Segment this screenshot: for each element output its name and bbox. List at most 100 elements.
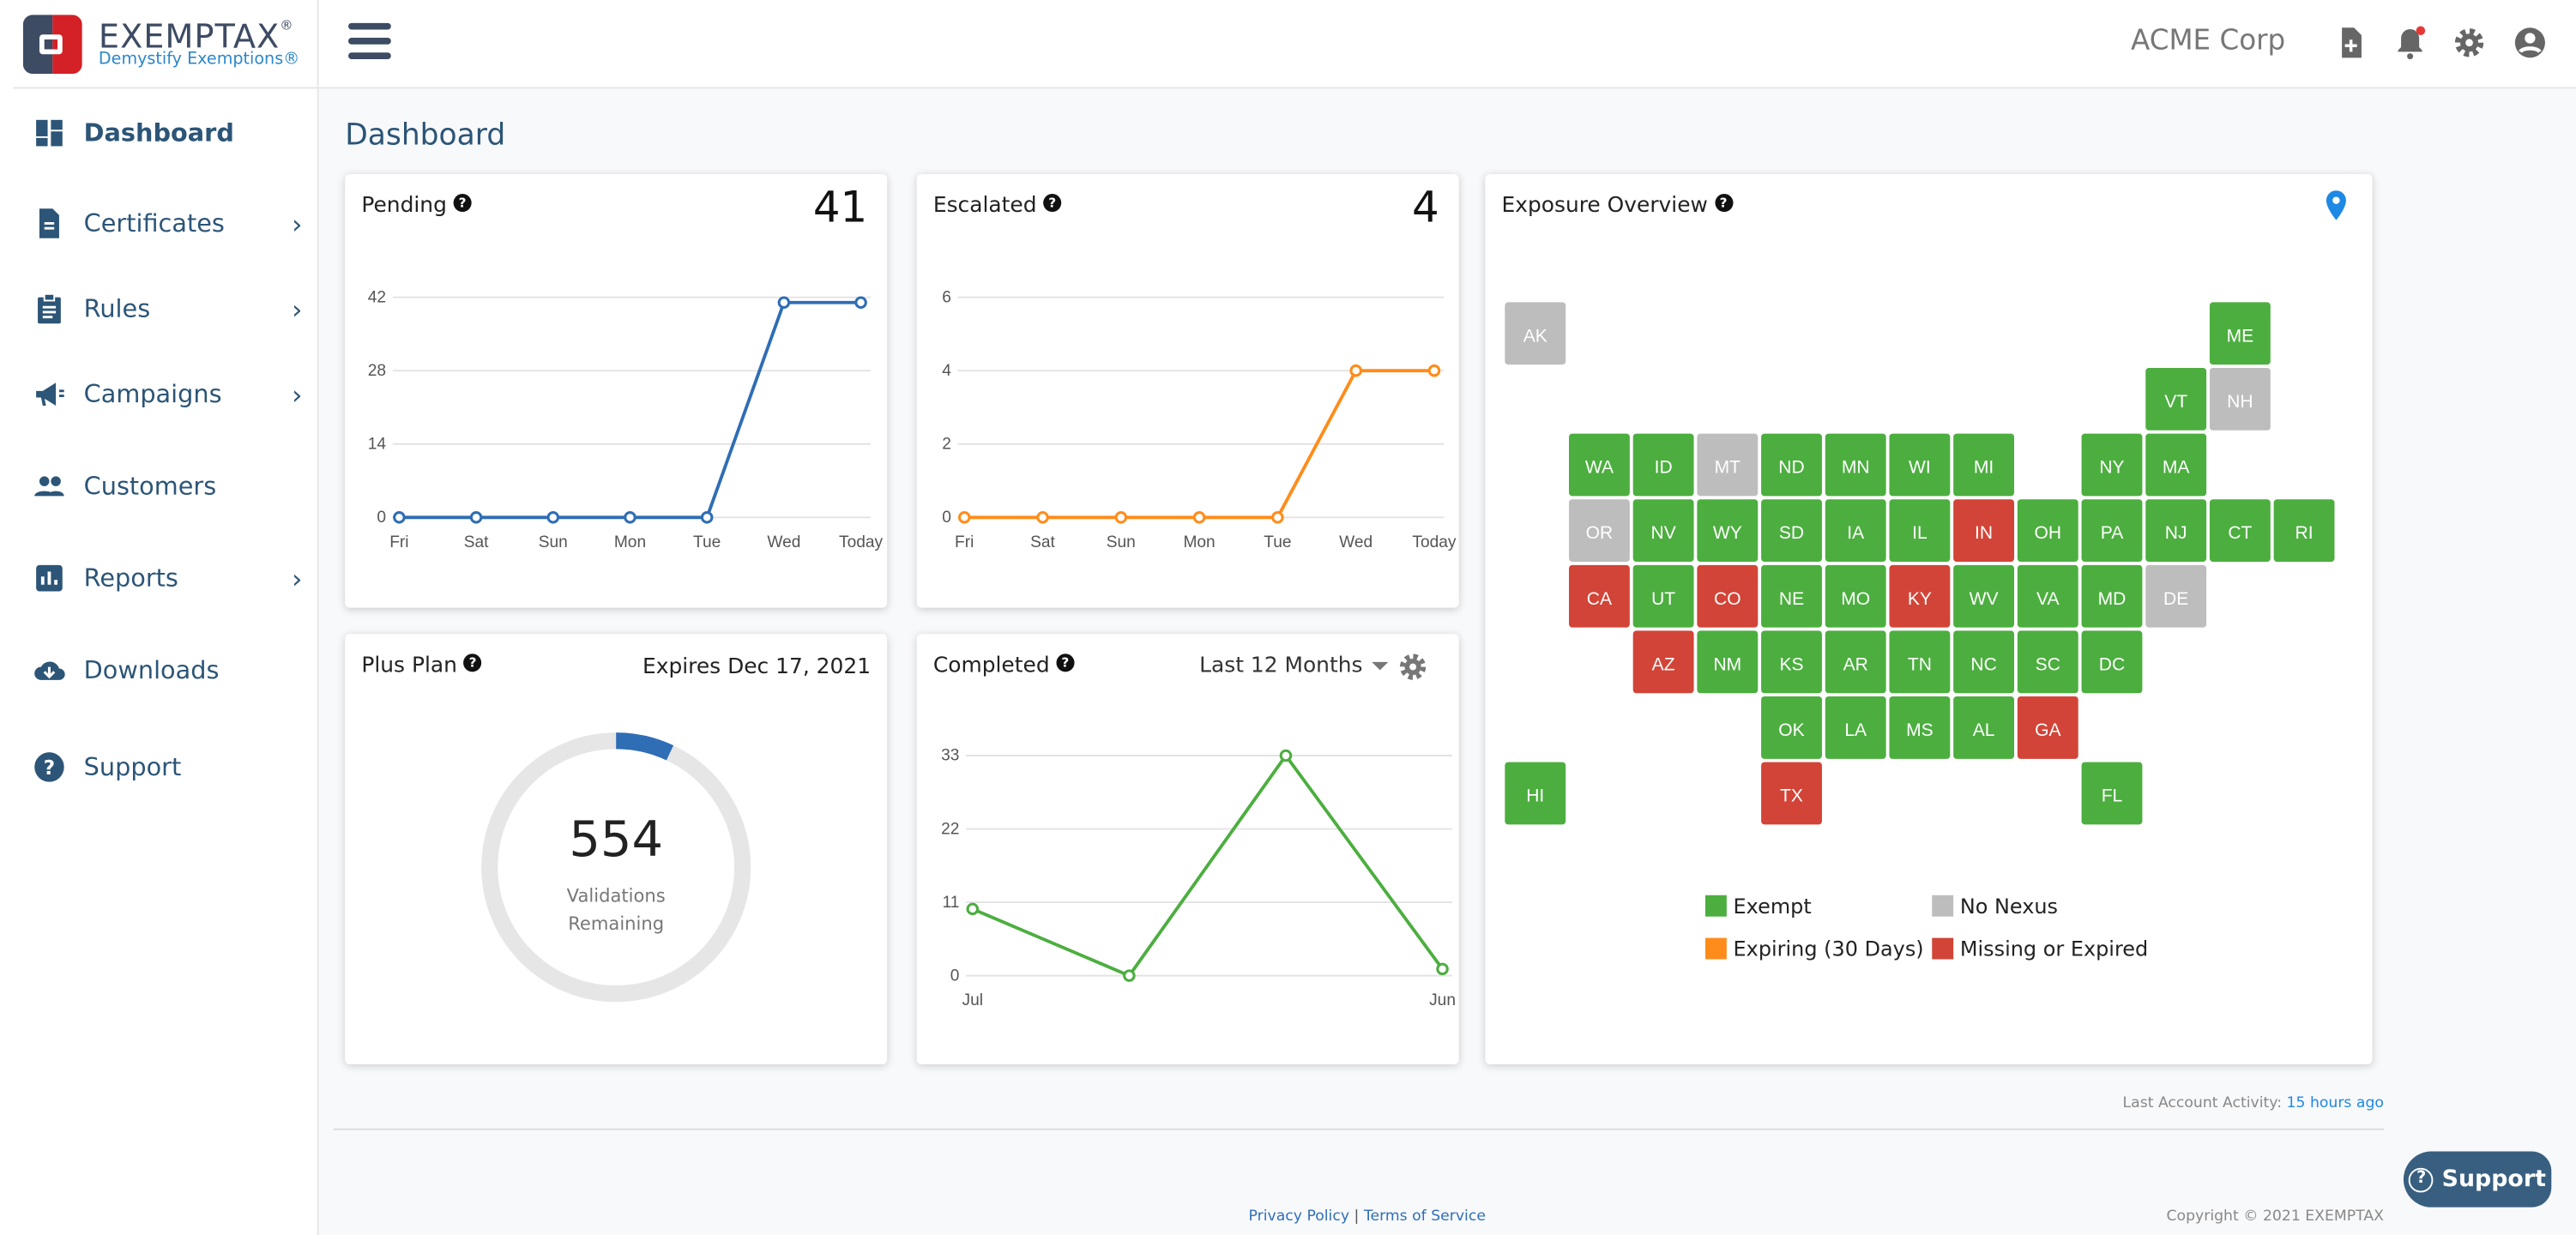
megaphone-icon	[33, 377, 65, 410]
sidebar-item-support[interactable]: ? Support	[0, 734, 319, 800]
state-tx[interactable]: TX	[1761, 762, 1822, 825]
data-point[interactable]	[624, 511, 636, 524]
state-wi[interactable]: WI	[1889, 433, 1951, 497]
terms-link[interactable]: Terms of Service	[1363, 1208, 1486, 1226]
sidebar-item-customers[interactable]: Customers	[0, 454, 319, 520]
state-id[interactable]: ID	[1632, 433, 1694, 497]
state-az[interactable]: AZ	[1632, 630, 1694, 694]
state-ia[interactable]: IA	[1825, 499, 1886, 562]
help-icon[interactable]: ?	[1714, 193, 1733, 213]
state-ar[interactable]: AR	[1825, 630, 1886, 694]
state-nh[interactable]: NH	[2209, 368, 2271, 431]
state-al[interactable]: AL	[1953, 696, 2015, 759]
range-select[interactable]: Last 12 Months	[1199, 654, 1390, 678]
state-sd[interactable]: SD	[1761, 499, 1822, 562]
state-ms[interactable]: MS	[1889, 696, 1951, 759]
state-wy[interactable]: WY	[1697, 499, 1759, 562]
gear-icon[interactable]	[2451, 25, 2487, 61]
account-circle-icon[interactable]	[2512, 25, 2548, 61]
sidebar-item-certificates[interactable]: Certificates ›	[0, 190, 319, 256]
state-mn[interactable]: MN	[1825, 433, 1886, 497]
data-point[interactable]	[1036, 511, 1049, 524]
state-pa[interactable]: PA	[2081, 499, 2143, 562]
data-point[interactable]	[1271, 511, 1284, 524]
data-point[interactable]	[1427, 364, 1441, 377]
state-me[interactable]: ME	[2209, 302, 2271, 365]
state-sc[interactable]: SC	[2017, 630, 2078, 694]
remaining-label: Validations	[566, 885, 666, 907]
state-ne[interactable]: NE	[1761, 564, 1822, 628]
state-va[interactable]: VA	[2017, 564, 2078, 628]
data-point[interactable]	[1349, 364, 1362, 377]
state-ma[interactable]: MA	[2145, 433, 2207, 497]
state-nv[interactable]: NV	[1632, 499, 1694, 562]
map-pin-icon[interactable]	[2323, 190, 2350, 223]
logo[interactable]: EXEMPTAX® Demystify Exemptions®	[22, 15, 299, 75]
state-ky[interactable]: KY	[1889, 564, 1951, 628]
state-hi[interactable]: HI	[1505, 762, 1566, 825]
state-tn[interactable]: TN	[1889, 630, 1951, 694]
state-il[interactable]: IL	[1889, 499, 1951, 562]
help-icon[interactable]: ?	[463, 654, 482, 672]
state-md[interactable]: MD	[2081, 564, 2143, 628]
state-ca[interactable]: CA	[1569, 564, 1630, 628]
activity-value[interactable]: 15 hours ago	[2286, 1095, 2384, 1112]
company-name[interactable]: ACME Corp	[2131, 24, 2286, 58]
data-point[interactable]	[1436, 962, 1449, 976]
data-point[interactable]	[469, 511, 483, 524]
state-de[interactable]: DE	[2145, 564, 2207, 628]
data-point[interactable]	[393, 511, 406, 524]
state-la[interactable]: LA	[1825, 696, 1886, 759]
data-point[interactable]	[1123, 969, 1136, 982]
state-ny[interactable]: NY	[2081, 433, 2143, 497]
add-document-icon[interactable]	[2333, 25, 2369, 61]
bell-icon[interactable]	[2392, 25, 2428, 61]
menu-toggle-icon[interactable]	[348, 22, 391, 59]
sidebar-item-reports[interactable]: Reports ›	[0, 545, 319, 611]
data-point[interactable]	[1279, 749, 1293, 762]
sidebar-item-rules[interactable]: Rules ›	[0, 276, 319, 342]
sidebar-item-dashboard[interactable]: Dashboard	[0, 100, 319, 166]
help-icon[interactable]: ?	[453, 193, 472, 213]
help-icon[interactable]: ?	[1056, 654, 1075, 672]
data-point[interactable]	[854, 296, 867, 310]
sidebar-item-downloads[interactable]: Downloads	[0, 637, 319, 703]
state-nc[interactable]: NC	[1953, 630, 2015, 694]
support-button[interactable]: ? Support	[2403, 1151, 2552, 1208]
state-ct[interactable]: CT	[2209, 499, 2271, 562]
state-nm[interactable]: NM	[1697, 630, 1759, 694]
state-mt[interactable]: MT	[1697, 433, 1759, 497]
sidebar-item-campaigns[interactable]: Campaigns ›	[0, 361, 319, 427]
data-point[interactable]	[966, 902, 980, 916]
state-in[interactable]: IN	[1953, 499, 2015, 562]
state-nd[interactable]: ND	[1761, 433, 1822, 497]
help-icon[interactable]: ?	[1043, 193, 1062, 213]
state-vt[interactable]: VT	[2145, 368, 2207, 431]
state-mo[interactable]: MO	[1825, 564, 1886, 628]
state-wv[interactable]: WV	[1953, 564, 2015, 628]
state-nj[interactable]: NJ	[2145, 499, 2207, 562]
data-point[interactable]	[546, 511, 560, 524]
privacy-link[interactable]: Privacy Policy	[1248, 1208, 1350, 1226]
state-ut[interactable]: UT	[1632, 564, 1694, 628]
state-ok[interactable]: OK	[1761, 696, 1822, 759]
card-title: Pending	[361, 193, 447, 219]
state-fl[interactable]: FL	[2081, 762, 2143, 825]
state-wa[interactable]: WA	[1569, 433, 1630, 497]
data-point[interactable]	[700, 511, 714, 524]
state-ga[interactable]: GA	[2017, 696, 2078, 759]
sidebar-item-label: Dashboard	[83, 117, 234, 148]
data-point[interactable]	[1192, 511, 1206, 524]
state-ks[interactable]: KS	[1761, 630, 1822, 694]
state-dc[interactable]: DC	[2081, 630, 2143, 694]
state-or[interactable]: OR	[1569, 499, 1630, 562]
state-mi[interactable]: MI	[1953, 433, 2015, 497]
state-co[interactable]: CO	[1697, 564, 1759, 628]
data-point[interactable]	[777, 296, 791, 310]
data-point[interactable]	[957, 511, 971, 524]
state-ak[interactable]: AK	[1505, 302, 1566, 365]
gear-icon[interactable]	[1397, 650, 1429, 683]
state-ri[interactable]: RI	[2273, 499, 2335, 562]
data-point[interactable]	[1114, 511, 1128, 524]
state-oh[interactable]: OH	[2017, 499, 2078, 562]
